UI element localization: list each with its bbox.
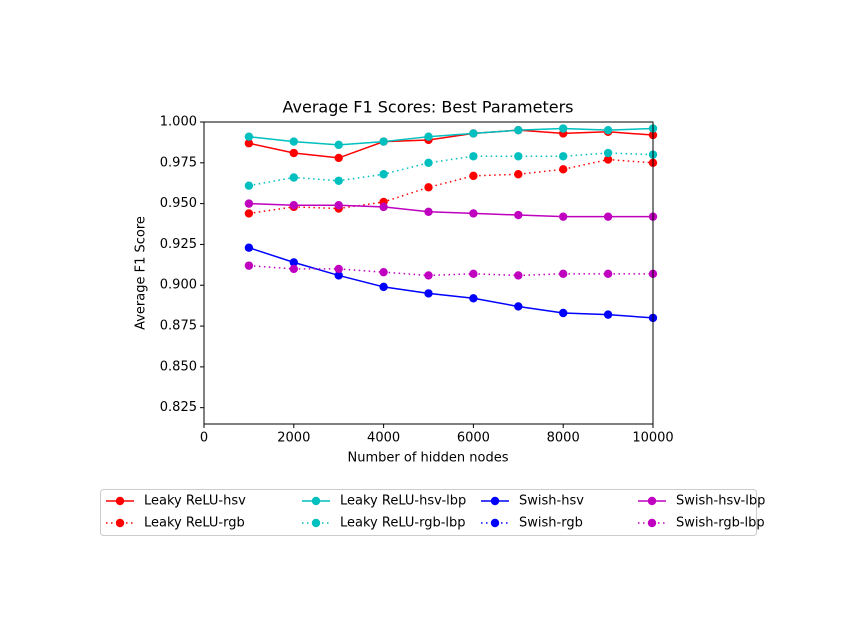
data-point (559, 124, 568, 133)
legend-label: Swish-rgb (519, 516, 583, 531)
data-point (334, 271, 343, 280)
data-point (244, 181, 254, 190)
y-axis-label: Average F1 Score (134, 216, 149, 330)
data-point (424, 289, 433, 298)
y-tick-label: 0.925 (160, 237, 197, 252)
legend-marker (115, 518, 125, 528)
x-tick-label: 2000 (277, 431, 310, 446)
data-point (379, 282, 388, 292)
data-point (514, 170, 523, 179)
data-point (379, 170, 388, 179)
data-point (514, 302, 523, 311)
data-point (514, 271, 523, 280)
data-point (379, 202, 388, 212)
legend-marker (647, 518, 657, 528)
legend-box (100, 489, 757, 536)
data-point (424, 271, 433, 280)
data-point (603, 125, 613, 135)
legend-label: Swish-hsv-lbp (676, 494, 765, 509)
data-point (603, 148, 613, 158)
legend-marker (647, 496, 657, 506)
data-point (603, 155, 613, 164)
series-line (248, 246, 654, 319)
y-tick-label: 0.975 (160, 155, 197, 170)
data-point (289, 137, 298, 146)
data-point (289, 258, 298, 267)
data-point (334, 201, 343, 210)
legend-label: Swish-rgb-lbp (676, 516, 765, 531)
data-point (244, 261, 254, 270)
data-point (603, 310, 613, 319)
data-point (559, 165, 568, 174)
data-point (514, 125, 523, 135)
chart-title: Average F1 Scores: Best Parameters (283, 98, 574, 117)
series-line (248, 127, 654, 146)
data-point (244, 199, 254, 208)
legend-marker (490, 496, 500, 506)
data-point (469, 269, 478, 279)
data-point (469, 294, 478, 303)
data-point (424, 207, 433, 216)
legend-label: Leaky ReLU-rgb (144, 516, 245, 531)
data-point (559, 308, 568, 318)
data-point (334, 140, 343, 150)
legend-marker (311, 518, 321, 528)
series-line (248, 158, 654, 215)
data-point (603, 269, 613, 279)
data-point (244, 139, 254, 148)
series-line (248, 129, 654, 159)
data-point (514, 152, 523, 161)
legend-label: Swish-hsv (519, 494, 584, 509)
series-line (248, 152, 654, 187)
legend-label: Leaky ReLU-rgb-lbp (340, 516, 466, 531)
data-point (334, 153, 343, 163)
legend-marker (115, 496, 125, 506)
data-point (424, 158, 433, 168)
data-point (244, 243, 254, 252)
data-point (379, 137, 388, 146)
data-point (334, 264, 343, 274)
y-tick-label: 0.950 (160, 196, 197, 211)
legend-label: Leaky ReLU-hsv (144, 494, 246, 509)
data-point (424, 132, 433, 141)
data-point (289, 148, 298, 158)
data-point (334, 176, 343, 185)
data-point (469, 171, 478, 181)
legend-marker (311, 496, 321, 506)
data-point (379, 267, 388, 277)
y-tick-label: 0.850 (160, 359, 197, 374)
x-tick-label: 0 (200, 431, 208, 446)
data-point (289, 201, 298, 210)
data-point (559, 152, 568, 161)
data-point (559, 269, 568, 279)
data-point (289, 173, 298, 182)
y-tick-label: 1.000 (160, 115, 197, 130)
data-point (244, 132, 254, 141)
x-tick-label: 6000 (457, 431, 490, 446)
data-point (469, 152, 478, 161)
data-point (289, 264, 298, 274)
data-point (244, 209, 254, 218)
x-axis-label: Number of hidden nodes (348, 451, 509, 466)
data-point (559, 212, 568, 221)
series-line (248, 202, 653, 218)
data-point (469, 209, 478, 218)
y-tick-label: 0.825 (160, 400, 197, 415)
data-point (603, 212, 613, 221)
plot-frame (203, 121, 654, 425)
y-tick-label: 0.900 (160, 278, 197, 293)
legend-marker (490, 518, 500, 528)
data-point (424, 183, 433, 192)
data-point (469, 129, 478, 138)
x-tick-label: 8000 (547, 431, 580, 446)
y-tick-label: 0.875 (160, 319, 197, 334)
x-tick-label: 4000 (367, 431, 400, 446)
legend-label: Leaky ReLU-hsv-lbp (340, 494, 466, 509)
data-point (514, 210, 523, 220)
x-tick-label: 10000 (632, 431, 673, 446)
